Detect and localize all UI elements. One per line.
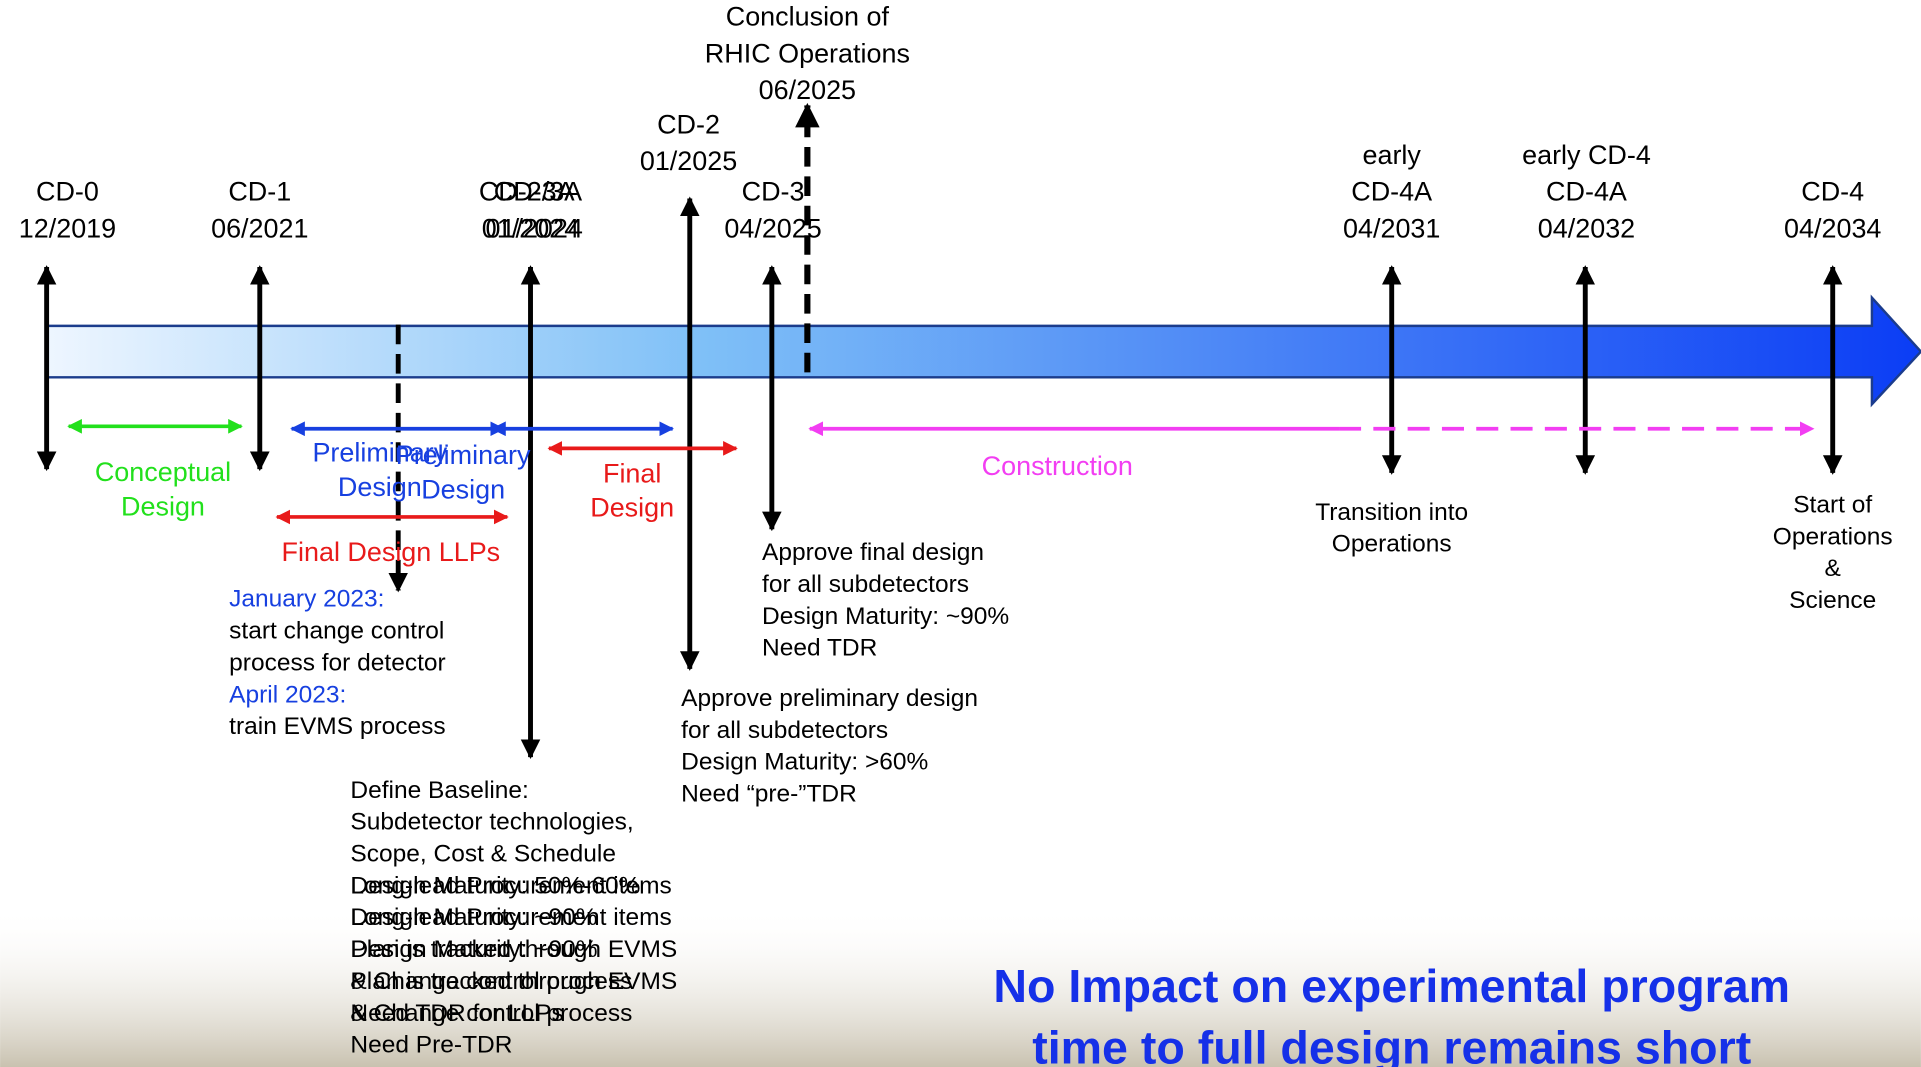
- phase-label: Design: [121, 492, 205, 522]
- note-text: Operations: [1773, 523, 1893, 550]
- milestone-label: CD-1: [228, 177, 291, 207]
- footer-message: time to full design remains short: [1032, 1021, 1751, 1067]
- milestone-label: CD-4: [1801, 177, 1864, 207]
- milestone-label: CD-4A: [1546, 177, 1627, 207]
- milestone-label: early: [1363, 140, 1422, 170]
- note-text: April 2023:: [229, 681, 346, 708]
- note-text: Need Pre-TDR: [350, 1032, 512, 1059]
- note-text: Science: [1789, 587, 1876, 614]
- note-text: for all subdetectors: [762, 571, 969, 598]
- note-text: & Change control process: [350, 1000, 632, 1027]
- note-text: Need “pre-”TDR: [681, 781, 857, 808]
- note-text: start change control: [229, 618, 444, 645]
- milestone-label: 04/2025: [724, 213, 821, 243]
- footer-message: No Impact on experimental program: [993, 960, 1790, 1012]
- phase-label: Final: [603, 458, 661, 488]
- note-text: Long-lead Procurement items: [350, 904, 671, 931]
- note-text: process for detector: [229, 649, 446, 676]
- milestone-label: 12/2019: [19, 213, 116, 243]
- milestone-label: 06/2021: [211, 213, 308, 243]
- phase-label: Design: [421, 474, 505, 504]
- milestone-label: 04/2032: [1538, 213, 1635, 243]
- note-text: Operations: [1332, 531, 1452, 558]
- milestone-label: CD-4A: [1351, 177, 1432, 207]
- milestone-label: CD-2: [657, 109, 720, 139]
- milestone-label: RHIC Operations: [705, 38, 910, 68]
- note-text: Subdetector technologies,: [350, 809, 633, 836]
- milestone-label: Conclusion of: [726, 2, 890, 32]
- phase-label: Design: [338, 472, 422, 502]
- note-text: Define Baseline:: [350, 777, 528, 804]
- milestone-label: CD-3A: [494, 177, 575, 207]
- note-text: Design Maturity: >60%: [681, 749, 928, 776]
- milestone-label: CD-0: [36, 177, 99, 207]
- note-text: Long-lead Procurement items: [350, 872, 671, 899]
- note-text: Approve final design: [762, 539, 984, 566]
- note-text: Scope, Cost & Schedule: [350, 841, 616, 868]
- note-text: Approve preliminary design: [681, 685, 978, 712]
- phase-label: Construction: [982, 451, 1133, 481]
- phase-label: Preliminary: [396, 440, 531, 470]
- note-text: for all subdetectors: [681, 717, 888, 744]
- timeline-bar: [47, 298, 1921, 405]
- note-text: Design Maturity: ~90%: [350, 936, 597, 963]
- note-text: Start of: [1793, 491, 1872, 518]
- milestone-label: 01/2024: [486, 213, 583, 243]
- phase-label: Final Design LLPs: [282, 537, 501, 567]
- milestone-label: 06/2025: [759, 75, 856, 105]
- note-text: January 2023:: [229, 586, 384, 613]
- note-text: Need TDR: [762, 635, 877, 662]
- milestone-label: early CD-4: [1522, 140, 1651, 170]
- note-text: Transition into: [1315, 499, 1468, 526]
- note-text: Design Maturity: ~90%: [762, 603, 1009, 630]
- milestone-label: CD-3: [742, 177, 805, 207]
- phase-label: Conceptual: [95, 457, 231, 487]
- phase-label: Design: [590, 493, 674, 523]
- note-text: train EVMS process: [229, 713, 445, 740]
- milestone-label: 04/2031: [1343, 213, 1440, 243]
- milestone-label: 04/2034: [1784, 213, 1881, 243]
- timeline-slide: CD-012/2019CD-106/2021CD-2/3A01/2024CD-3…: [0, 0, 1921, 1067]
- note-text: &: [1825, 555, 1841, 582]
- milestone-label: 01/2025: [640, 146, 737, 176]
- note-text: Plan is tracked through EVMS: [350, 968, 677, 995]
